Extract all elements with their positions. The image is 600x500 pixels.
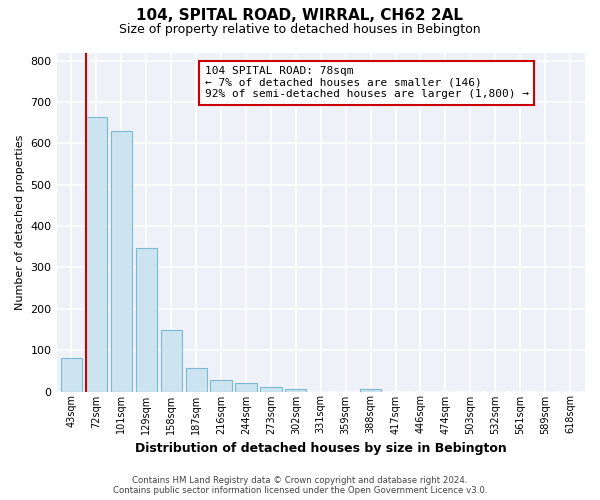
Bar	[285, 390, 307, 392]
X-axis label: Distribution of detached houses by size in Bebington: Distribution of detached houses by size …	[135, 442, 506, 455]
Bar	[260, 386, 281, 392]
Bar	[211, 380, 232, 392]
Y-axis label: Number of detached properties: Number of detached properties	[15, 134, 25, 310]
Text: 104, SPITAL ROAD, WIRRAL, CH62 2AL: 104, SPITAL ROAD, WIRRAL, CH62 2AL	[137, 8, 464, 22]
Bar	[111, 131, 132, 392]
Bar	[185, 368, 207, 392]
Bar	[136, 248, 157, 392]
Text: 104 SPITAL ROAD: 78sqm
← 7% of detached houses are smaller (146)
92% of semi-det: 104 SPITAL ROAD: 78sqm ← 7% of detached …	[205, 66, 529, 100]
Text: Contains HM Land Registry data © Crown copyright and database right 2024.
Contai: Contains HM Land Registry data © Crown c…	[113, 476, 487, 495]
Bar	[61, 358, 82, 392]
Bar	[235, 383, 257, 392]
Bar	[86, 116, 107, 392]
Bar	[161, 330, 182, 392]
Text: Size of property relative to detached houses in Bebington: Size of property relative to detached ho…	[119, 22, 481, 36]
Bar	[360, 389, 381, 392]
